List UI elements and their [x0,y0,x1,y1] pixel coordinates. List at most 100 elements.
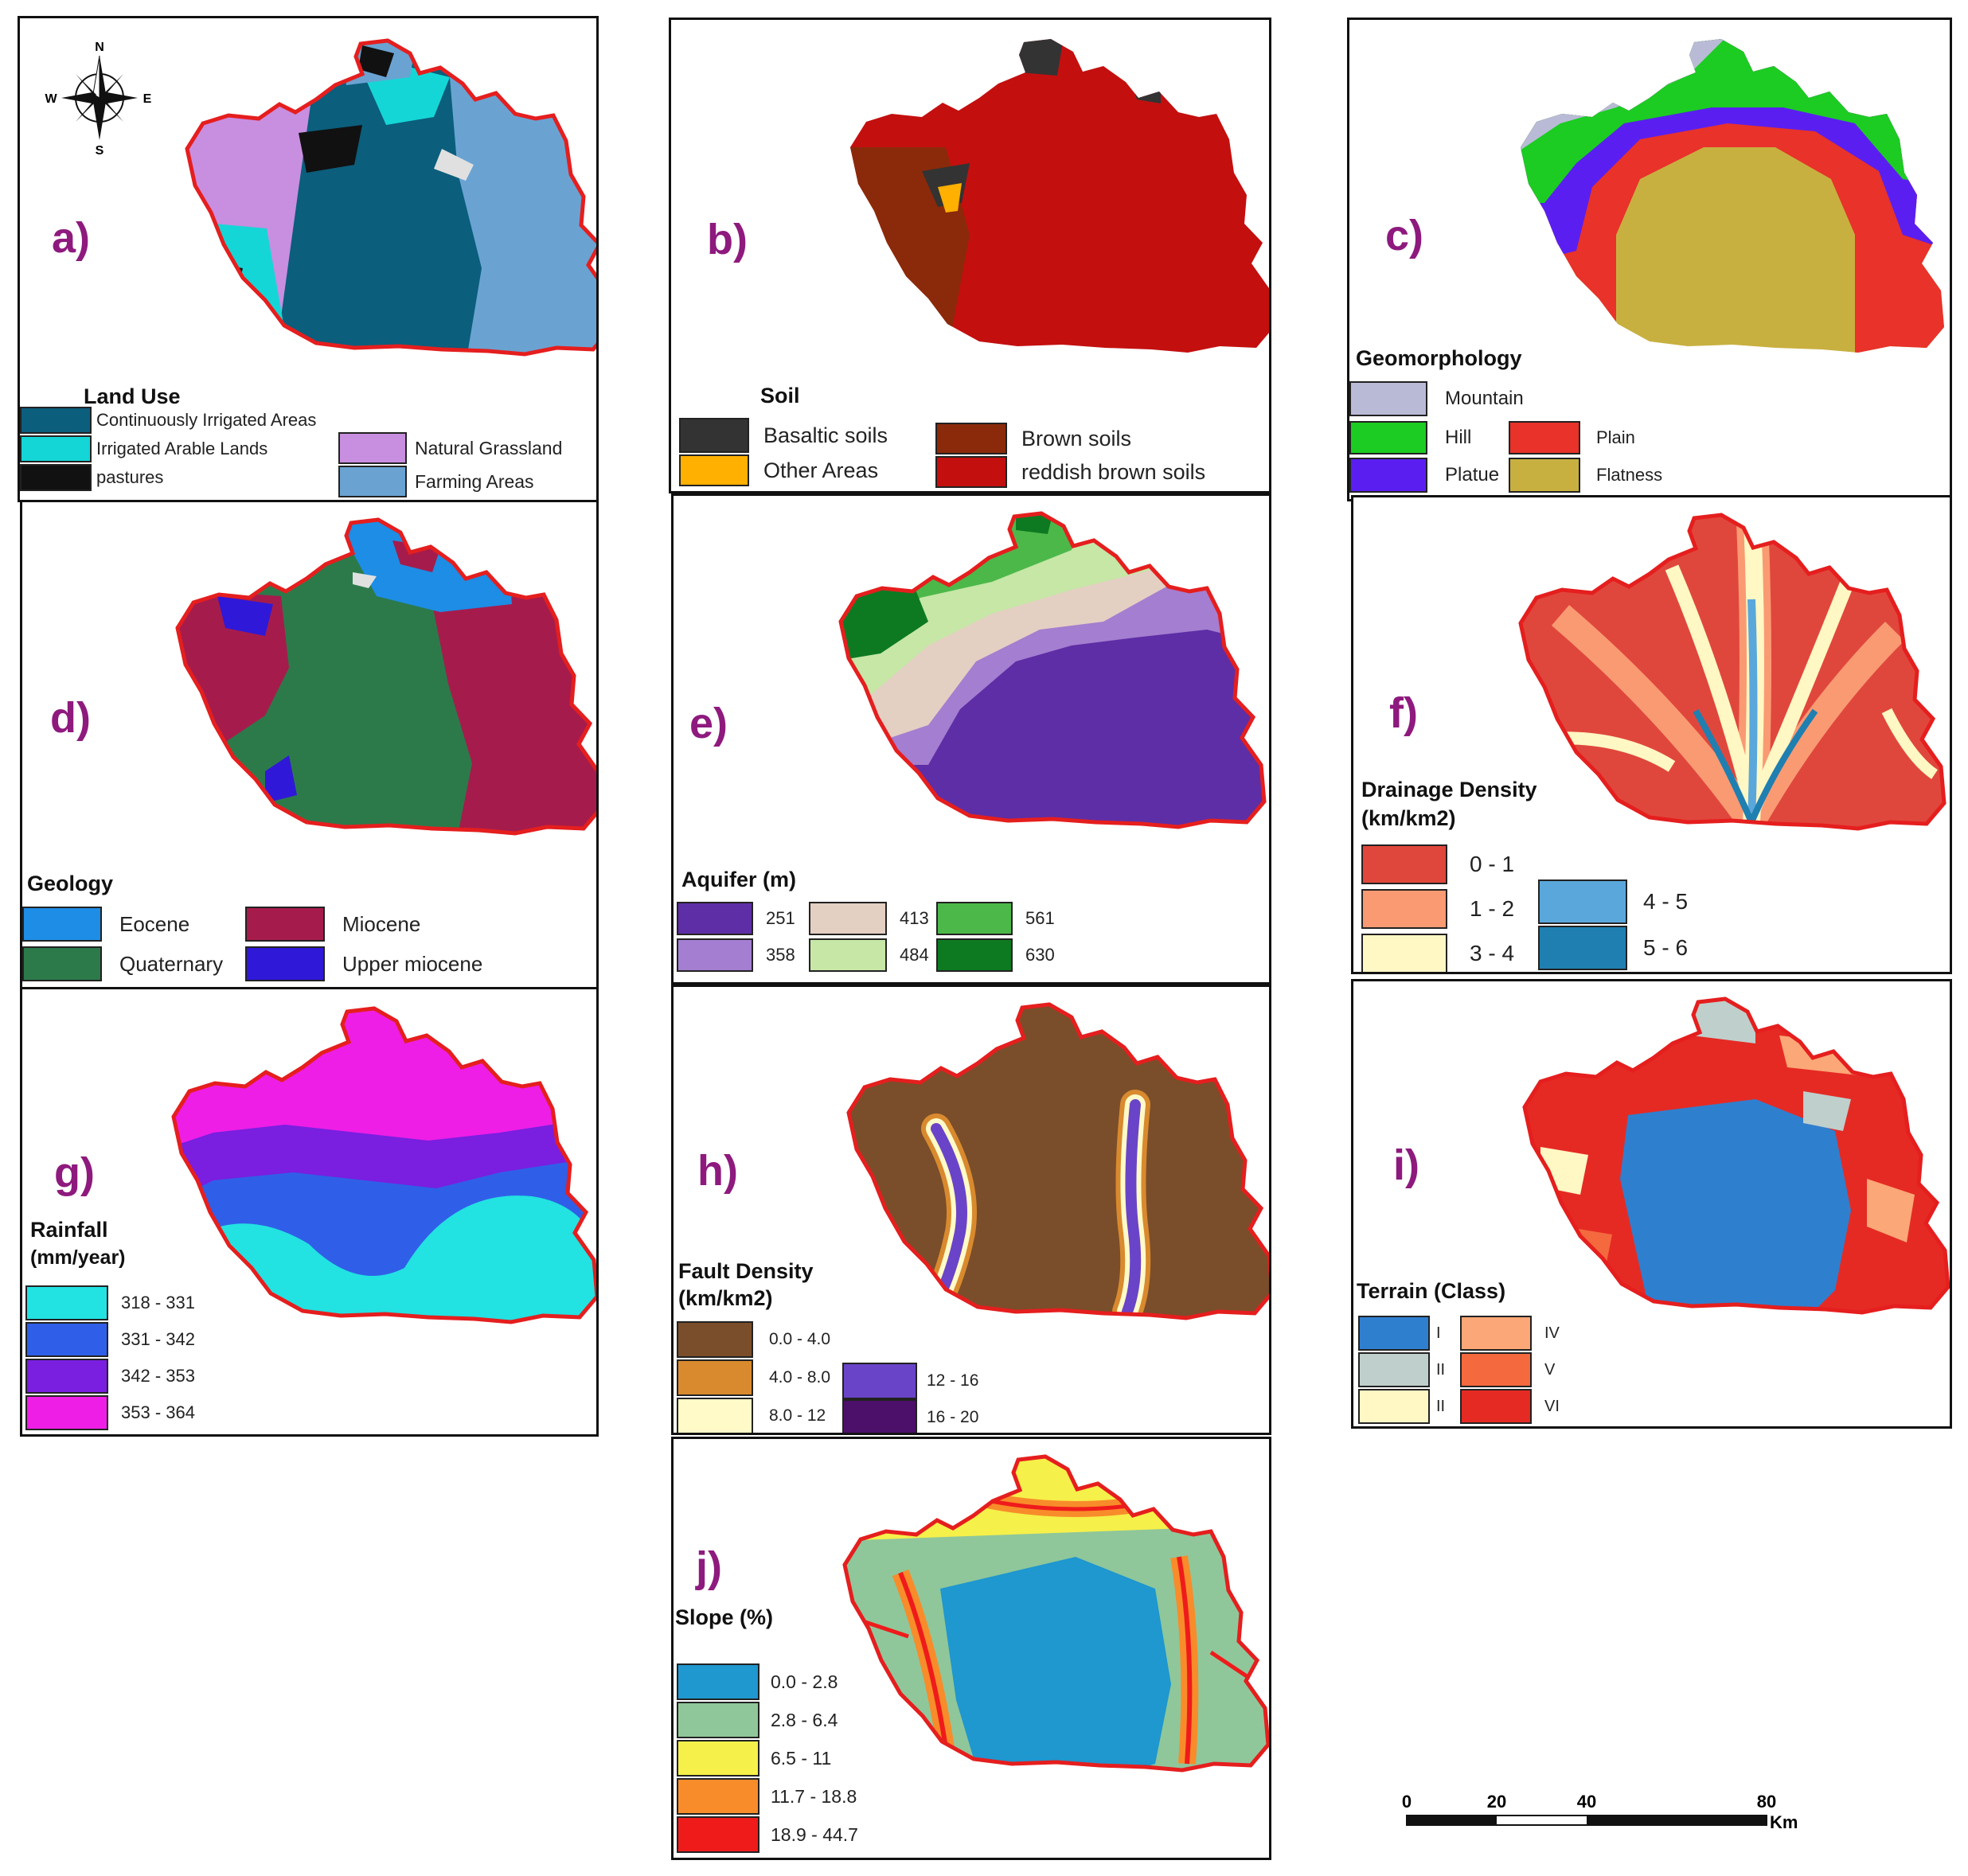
legend-title: Land Use [84,384,181,408]
legend-item: 331 - 342 [25,1322,195,1357]
legend-swatch [25,1395,108,1430]
legend-swatch [677,1740,759,1777]
terrain-map [1517,988,1952,1322]
panel-label: i) [1393,1141,1419,1189]
panel-label: a) [52,214,91,262]
legend-swatch [20,407,92,434]
legend-label: Brown soils [1021,426,1132,450]
legend-item: Mountain [1349,381,1524,416]
legend-item: Brown soils [935,423,1131,454]
legend-item: I [1358,1316,1441,1351]
panel-d-geology: d) Geology Eocene Quaternary Miocene Upp… [20,500,599,990]
panel-label: e) [689,700,728,747]
legend-item: 358 [677,938,795,972]
legend-label: 18.9 - 44.7 [771,1823,858,1845]
legend-swatch [677,938,753,972]
panel-c-geomorphology: c) Geomorphology Mountain Hill Platue Pl… [1347,18,1952,501]
legend-item: 6.5 - 11 [677,1740,831,1777]
legend-item: 11.7 - 18.8 [677,1778,857,1815]
legend-item: Platue [1349,458,1499,493]
legend-label: 4 - 5 [1643,889,1689,914]
legend-swatch [1361,844,1447,884]
legend-label: V [1544,1360,1556,1379]
legend-item: V [1460,1352,1555,1387]
panel-e-aquifer: e) Aquifer (m) 251 358 413 484 561 630 [671,493,1271,985]
legend-item: 8.0 - 12 [677,1398,826,1433]
legend-swatch [1361,889,1447,929]
legend-item: II [1358,1389,1445,1424]
slope-map [837,1445,1271,1780]
legend-label: 3 - 4 [1470,941,1515,965]
legend-label: 5 - 6 [1643,935,1689,960]
legend-item: Quaternary [22,946,223,981]
compass-s: S [96,144,104,158]
panel-f-drainage-density: f) Drainage Density (km/km2) 0 - 1 1 - 2… [1351,495,1952,974]
legend-swatch [1460,1316,1532,1351]
legend-item: Eocene [22,907,189,942]
legend-swatch [1349,381,1427,416]
legend-swatch [935,423,1007,454]
legend-item: 318 - 331 [25,1285,195,1320]
legend-label: II [1436,1397,1446,1415]
legend-swatch [677,1663,759,1700]
legend-swatch [20,435,92,462]
panel-label: d) [50,694,91,742]
legend-swatch [338,466,407,497]
legend-swatch [935,456,1007,488]
panel-label: c) [1385,212,1424,259]
legend-label: Mountain [1445,388,1524,409]
legend-item: 16 - 20 [842,1399,978,1433]
legend-item: 4.0 - 8.0 [677,1359,830,1396]
legend-label: 12 - 16 [927,1371,979,1390]
legend-label: 0.0 - 4.0 [769,1330,831,1348]
legend-label: 353 - 364 [121,1402,195,1422]
legend-label: 1 - 2 [1470,896,1515,921]
legend-item: Natural Grassland [338,432,562,464]
legend-item: 18.9 - 44.7 [677,1816,858,1853]
scale-tick-0: 0 [1402,1792,1412,1812]
legend-swatch [1358,1352,1430,1387]
drainage-density-map [1513,504,1950,838]
panel-j-slope: j) Slope (%) 0.0 - 2.8 2.8 - 6.4 6.5 - 1… [671,1437,1271,1860]
legend-label: Flatness [1596,465,1663,485]
legend-title: Soil [760,384,800,408]
legend-label: Hill [1445,427,1472,448]
legend-item: IV [1460,1316,1560,1351]
legend-item: Other Areas [679,454,878,486]
legend-subtitle: (km/km2) [678,1286,773,1310]
compass-n: N [95,41,104,54]
legend-swatch [1361,934,1447,972]
scale-tick-40: 40 [1577,1792,1596,1812]
legend-label: Miocene [342,911,421,936]
panel-b-soil: b) Soil Basaltic soils Other Areas Brown… [669,18,1271,493]
legend-swatch [936,902,1013,935]
legend-label: 251 [766,908,795,928]
legend-swatch [25,1285,108,1320]
aquifer-map [833,502,1271,837]
land-use-map [179,29,596,364]
legend-label: II [1436,1360,1446,1379]
legend-item: Farming Areas [338,466,534,497]
legend-swatch [20,464,92,491]
legend-item: 2.8 - 6.4 [677,1702,838,1738]
legend-item: Flatness [1509,458,1662,493]
legend-swatch [25,1359,108,1394]
legend-label: 6.5 - 11 [771,1747,832,1769]
scale-tick-20: 20 [1487,1792,1506,1812]
legend-swatch [22,946,102,981]
legend-swatch [25,1322,108,1357]
legend-label: 630 [1025,945,1055,965]
scale-unit: Km [1770,1812,1798,1832]
legend-label: 0 - 1 [1470,852,1515,876]
legend-swatch [1538,926,1627,970]
legend-swatch [842,1363,917,1399]
legend-subtitle: (km/km2) [1361,806,1456,830]
legend-item: VI [1460,1389,1560,1424]
panel-label: g) [54,1149,95,1197]
legend-swatch [22,907,102,942]
legend-label: Continuously Irrigated Areas [96,410,317,430]
scale-bar: 0 20 40 80 Km [1389,1787,1835,1843]
legend-item: 342 - 353 [25,1359,195,1394]
legend-item: 413 [809,902,929,935]
legend-item: Continuously Irrigated Areas [20,407,316,434]
